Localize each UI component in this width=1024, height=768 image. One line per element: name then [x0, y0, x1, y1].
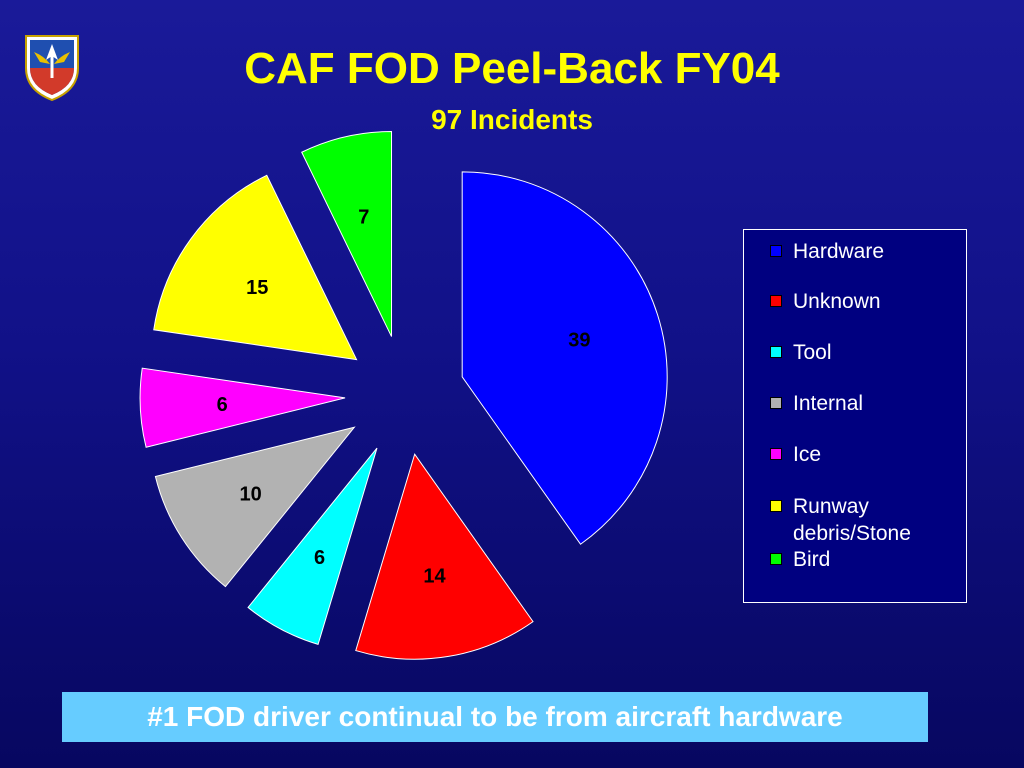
chart-legend: Hardware Unknown Tool Internal Ice Runwa… [743, 229, 967, 603]
legend-item-internal: Internal [770, 390, 960, 417]
slide-title: CAF FOD Peel-Back FY04 [244, 44, 780, 93]
legend-item-unknown: Unknown [770, 288, 960, 315]
pie-data-label: 10 [239, 483, 261, 505]
pie-slice-hardware [461, 171, 668, 545]
pie-data-label: 6 [314, 547, 325, 569]
pie-data-label: 39 [568, 330, 590, 352]
legend-label: Bird [793, 548, 831, 571]
legend-label: Runway debris/Stone [793, 495, 911, 545]
pie-data-label: 6 [217, 394, 228, 416]
legend-swatch [770, 553, 782, 565]
slide-subtitle: 97 Incidents [431, 104, 593, 135]
pie-slice-ice [139, 367, 346, 448]
legend-label: Tool [793, 341, 832, 364]
legend-swatch [770, 448, 782, 460]
legend-label: Ice [793, 443, 822, 466]
callout-banner: #1 FOD driver continual to be from aircr… [62, 692, 928, 742]
pie-data-label: 14 [423, 566, 446, 588]
legend-item-runway-debris: Runway debris/Stone [770, 493, 960, 547]
pie-slice-runway-debris-stone [153, 174, 358, 361]
legend-swatch [770, 346, 782, 358]
legend-item-bird: Bird [770, 546, 960, 573]
legend-swatch [770, 500, 782, 512]
pie-data-label: 7 [358, 207, 369, 229]
legend-item-tool: Tool [770, 339, 960, 366]
legend-swatch [770, 397, 782, 409]
legend-item-ice: Ice [770, 441, 960, 468]
pie-slice-internal [154, 426, 356, 588]
pie-data-label: 15 [246, 277, 268, 299]
legend-swatch [770, 245, 782, 257]
legend-item-hardware: Hardware [770, 238, 960, 265]
pie-slice-tool [247, 447, 378, 646]
pie-slice-unknown [355, 453, 534, 660]
legend-label: Internal [793, 392, 864, 415]
legend-label: Hardware [793, 240, 885, 263]
legend-label: Unknown [793, 290, 881, 313]
legend-swatch [770, 295, 782, 307]
air-combat-command-shield-icon [25, 35, 79, 102]
pie-slice-bird [301, 131, 393, 337]
